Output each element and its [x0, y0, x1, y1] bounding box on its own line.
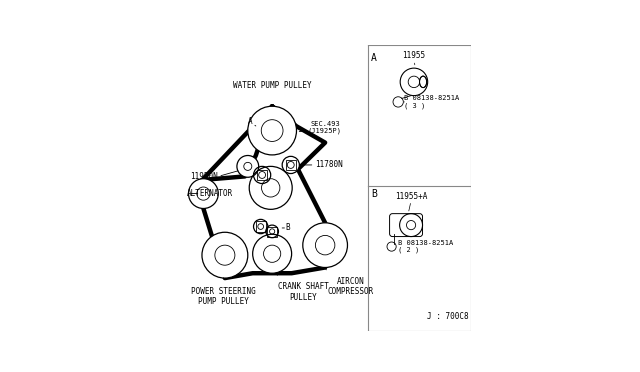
Ellipse shape — [419, 76, 427, 87]
Circle shape — [400, 68, 428, 96]
Circle shape — [399, 214, 422, 237]
Circle shape — [253, 234, 292, 273]
Text: AIRCON
COMPRESSOR: AIRCON COMPRESSOR — [328, 277, 374, 296]
Text: POWER STEERING
PUMP PULLEY: POWER STEERING PUMP PULLEY — [191, 287, 256, 306]
Text: B 08138-8251A
( 2 ): B 08138-8251A ( 2 ) — [398, 240, 453, 253]
Text: ALTERNATOR: ALTERNATOR — [187, 189, 234, 198]
Text: 11780N: 11780N — [315, 160, 343, 169]
Text: WATER PUMP PULLEY: WATER PUMP PULLEY — [233, 81, 312, 90]
Text: A: A — [248, 118, 253, 126]
Text: B 08138-8251A
( 3 ): B 08138-8251A ( 3 ) — [404, 95, 460, 109]
Text: J : 700C8: J : 700C8 — [428, 312, 469, 321]
Text: 11955+A: 11955+A — [395, 192, 428, 201]
Text: 11955: 11955 — [403, 51, 426, 60]
Text: CRANK SHAFT
PULLEY: CRANK SHAFT PULLEY — [278, 282, 329, 302]
Text: 11950N: 11950N — [190, 172, 218, 181]
Circle shape — [248, 106, 296, 155]
Text: SEC.493
(J1925P): SEC.493 (J1925P) — [308, 121, 342, 134]
Circle shape — [249, 166, 292, 209]
Circle shape — [237, 155, 259, 177]
Bar — [255, 221, 266, 232]
Circle shape — [303, 223, 348, 267]
Text: B: B — [285, 223, 290, 232]
Text: A: A — [371, 53, 377, 63]
Circle shape — [202, 232, 248, 278]
Circle shape — [253, 219, 268, 234]
Bar — [267, 227, 277, 237]
Circle shape — [253, 166, 271, 183]
Bar — [285, 160, 296, 170]
Circle shape — [282, 156, 300, 173]
Text: B: B — [371, 189, 377, 199]
Circle shape — [189, 179, 218, 208]
Circle shape — [266, 225, 278, 238]
Bar — [257, 170, 268, 180]
